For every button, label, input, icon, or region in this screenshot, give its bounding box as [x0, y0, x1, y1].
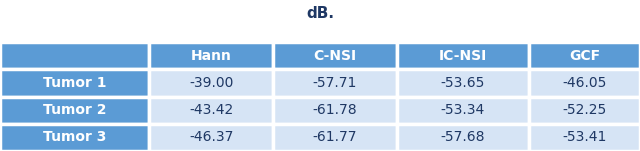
- Text: dB.: dB.: [306, 6, 334, 21]
